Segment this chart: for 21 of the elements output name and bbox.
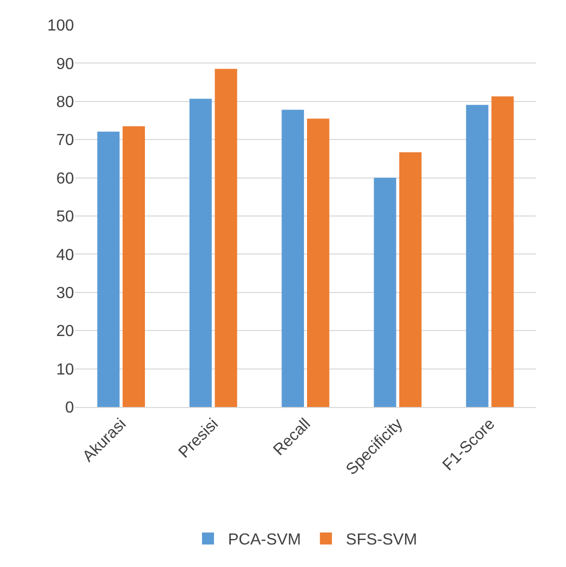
y-tick-label: 30 — [56, 285, 74, 302]
bar — [122, 126, 145, 407]
bar — [282, 110, 304, 407]
y-tick-label: 60 — [56, 170, 74, 188]
bar — [491, 96, 514, 407]
y-tick-label: 0 — [65, 400, 74, 417]
bar — [399, 152, 422, 407]
y-tick-label: 40 — [56, 246, 74, 264]
bar — [97, 132, 120, 407]
y-tick-label: 100 — [47, 18, 74, 35]
y-tick-label: 80 — [56, 94, 74, 111]
y-tick-label: 50 — [56, 208, 74, 226]
bar — [466, 104, 488, 407]
bar — [214, 68, 238, 407]
y-tick-label: 90 — [56, 56, 74, 73]
y-tick-label: 70 — [56, 132, 74, 150]
y-tick-label: 10 — [56, 361, 74, 378]
bar — [374, 178, 396, 407]
bar — [307, 118, 330, 407]
bar — [189, 98, 212, 407]
y-tick-label: 20 — [56, 323, 74, 340]
